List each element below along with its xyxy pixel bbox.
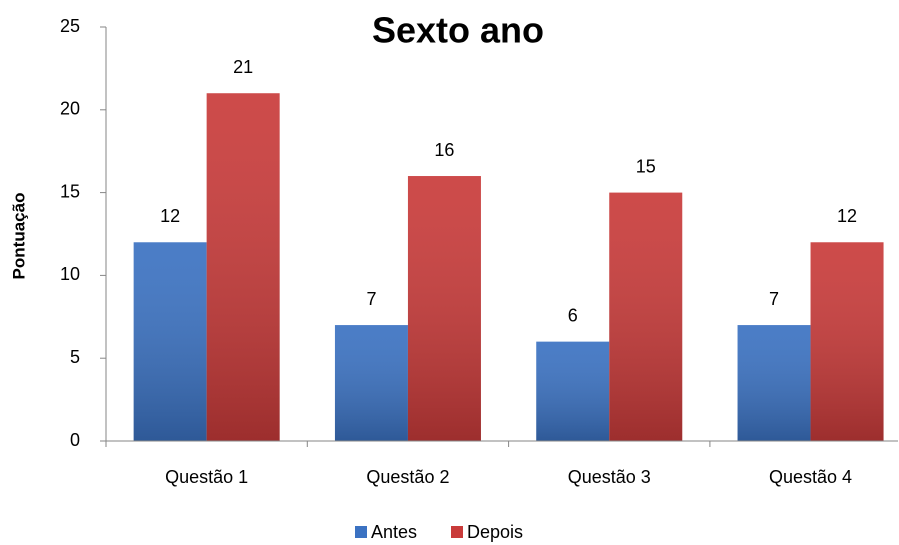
value-label: 16 xyxy=(434,140,454,160)
bar-shade xyxy=(206,93,280,442)
y-tick-label: 10 xyxy=(60,264,80,284)
value-label: 6 xyxy=(568,305,578,325)
legend-swatch xyxy=(355,526,367,538)
y-tick-label: 5 xyxy=(70,347,80,367)
value-label: 21 xyxy=(233,57,253,77)
y-tick-label: 25 xyxy=(60,16,80,36)
value-label: 15 xyxy=(636,156,656,176)
bar-shade xyxy=(737,325,811,441)
bar-shade xyxy=(334,325,408,441)
y-tick-label: 20 xyxy=(60,99,80,119)
bar-shade xyxy=(407,176,481,442)
value-label: 7 xyxy=(366,289,376,309)
legend-swatch xyxy=(451,526,463,538)
value-label: 12 xyxy=(837,206,857,226)
x-tick-label: Questão 1 xyxy=(165,467,248,487)
y-axis-label: Pontuação xyxy=(9,193,28,280)
bar-shade xyxy=(609,192,683,441)
bar-shade xyxy=(810,242,884,441)
chart-title: Sexto ano xyxy=(372,10,544,51)
y-tick-label: 0 xyxy=(70,430,80,450)
bar-shade xyxy=(133,242,207,441)
x-tick-label: Questão 3 xyxy=(568,467,651,487)
value-label: 12 xyxy=(160,206,180,226)
bar-shade xyxy=(536,341,610,441)
legend-label: Antes xyxy=(371,522,417,542)
x-tick-label: Questão 4 xyxy=(769,467,852,487)
x-tick-label: Questão 2 xyxy=(366,467,449,487)
y-tick-label: 15 xyxy=(60,181,80,201)
legend-label: Depois xyxy=(467,522,523,542)
value-label: 7 xyxy=(769,289,779,309)
